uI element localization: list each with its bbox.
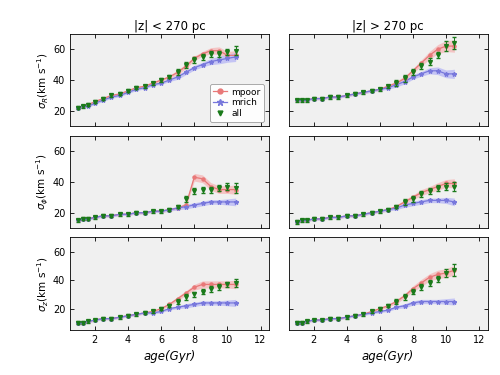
Y-axis label: $\sigma_R$(km s$^{-1}$): $\sigma_R$(km s$^{-1}$) bbox=[36, 51, 52, 108]
X-axis label: age(Gyr): age(Gyr) bbox=[362, 350, 414, 363]
Y-axis label: $\sigma_z$(km s$^{-1}$): $\sigma_z$(km s$^{-1}$) bbox=[36, 256, 52, 312]
X-axis label: age(Gyr): age(Gyr) bbox=[144, 350, 196, 363]
Y-axis label: $\sigma_\phi$(km s$^{-1}$): $\sigma_\phi$(km s$^{-1}$) bbox=[35, 153, 51, 210]
Title: |z| < 270 pc: |z| < 270 pc bbox=[134, 20, 205, 33]
Legend: mpoor, mrich, all: mpoor, mrich, all bbox=[210, 84, 264, 122]
Title: |z| > 270 pc: |z| > 270 pc bbox=[352, 20, 424, 33]
